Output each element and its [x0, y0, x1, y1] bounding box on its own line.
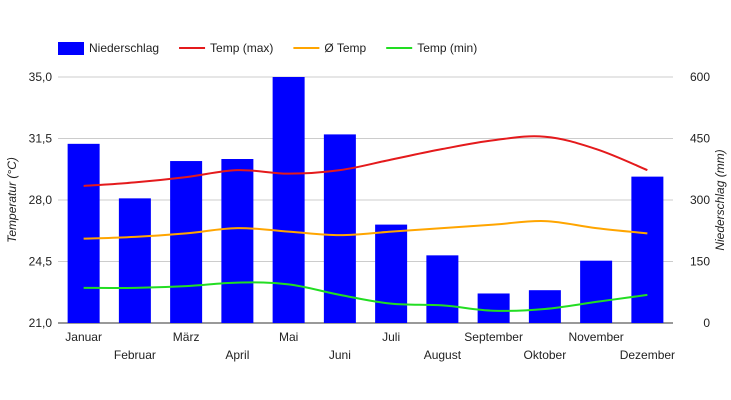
bar-august: [426, 255, 459, 323]
x-tick-label: Februar: [114, 348, 156, 362]
y-left-tick-label: 28,0: [29, 193, 53, 207]
x-tick-label: Oktober: [524, 348, 567, 362]
legend-swatch-niederschlag: [58, 42, 84, 55]
bar-februar: [118, 198, 151, 323]
legend: Niederschlag Temp (max) Ø Temp Temp (min): [58, 41, 477, 55]
y-right-ticks: 0 150 300 450 600: [690, 70, 710, 330]
line-temp-min: [83, 281, 648, 312]
legend-label-temp-min: Temp (min): [417, 41, 477, 55]
bar-oktober: [528, 290, 561, 323]
y-right-tick-label: 0: [703, 316, 710, 330]
line-temp-max: [83, 135, 648, 187]
bar-juni: [323, 134, 356, 323]
x-tick-label: April: [225, 348, 249, 362]
y-left-tick-label: 35,0: [29, 70, 53, 84]
y-right-axis-title: Niederschlag (mm): [713, 149, 727, 250]
y-left-ticks: 21,0 24,5 28,0 31,5 35,0: [29, 70, 53, 330]
gridlines: [58, 76, 673, 324]
x-tick-label: März: [173, 330, 200, 344]
legend-label-temp-max: Temp (max): [210, 41, 273, 55]
x-tick-label: Dezember: [620, 348, 675, 362]
bar-september: [477, 293, 510, 323]
x-tick-label: September: [464, 330, 523, 344]
y-right-tick-label: 300: [690, 193, 710, 207]
x-tick-label: Mai: [279, 330, 298, 344]
y-left-tick-label: 21,0: [29, 316, 53, 330]
legend-label-niederschlag: Niederschlag: [89, 41, 159, 55]
x-tick-label: November: [568, 330, 623, 344]
bar-juli: [375, 224, 408, 323]
y-right-tick-label: 450: [690, 132, 710, 146]
y-right-tick-label: 600: [690, 70, 710, 84]
bar-dezember: [631, 176, 664, 323]
series-lines: [83, 135, 648, 312]
bar-mai: [272, 77, 305, 323]
y-right-tick-label: 150: [690, 255, 710, 269]
y-left-tick-label: 24,5: [29, 255, 53, 269]
bars: [67, 77, 664, 323]
bar-november: [580, 260, 613, 323]
line-temp: [83, 220, 648, 240]
bar-januar: [67, 143, 100, 323]
y-left-axis-title: Temperatur (°C): [5, 157, 19, 243]
bar-märz: [170, 161, 203, 323]
legend-label-temp: Ø Temp: [324, 41, 366, 55]
x-tick-label: Januar: [65, 330, 102, 344]
x-tick-label: Juli: [382, 330, 400, 344]
x-tick-label: Juni: [329, 348, 351, 362]
y-left-tick-label: 31,5: [29, 132, 53, 146]
bar-april: [221, 159, 254, 323]
x-ticks: Januar Februar März April Mai Juni Juli AugustS…: [65, 330, 675, 362]
x-tick-label: August: [424, 348, 462, 362]
